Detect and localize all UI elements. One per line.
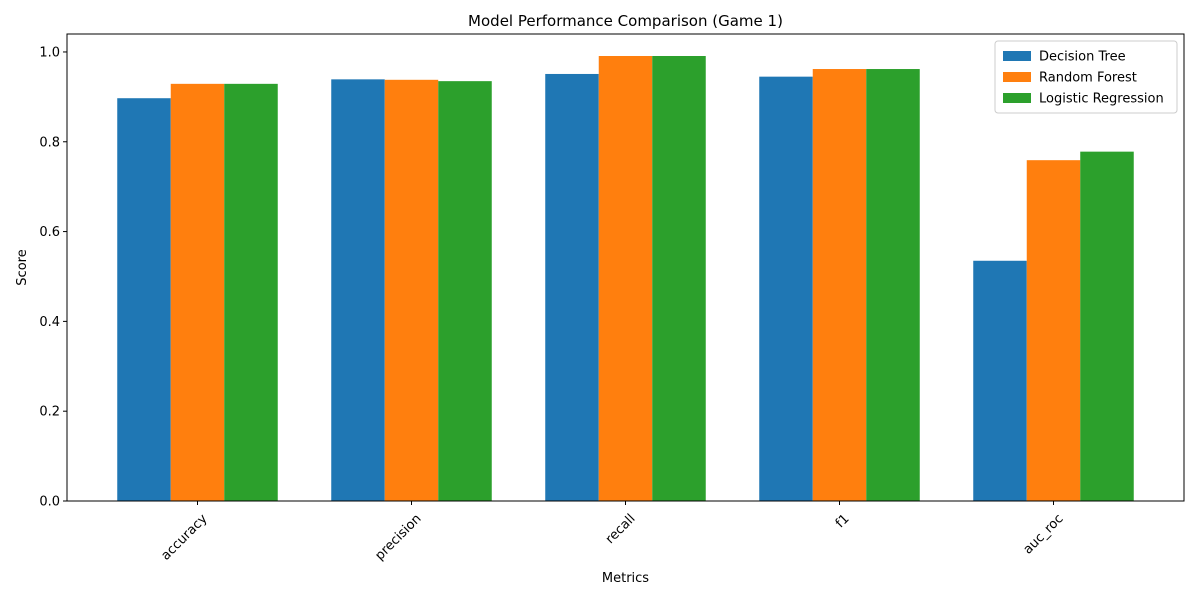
y-tick-label: 0.4	[39, 315, 60, 330]
x-axis: accuracy precision recall f1 auc_roc	[158, 501, 1067, 564]
bar-logistic-regression-f1	[866, 69, 920, 501]
y-axis-label: Score	[15, 249, 30, 285]
y-tick-label: 0.6	[39, 225, 60, 240]
bar-decision-tree-precision	[331, 79, 385, 501]
bar-random-forest-auc-roc	[1026, 160, 1081, 501]
bar-decision-tree-accuracy	[117, 98, 171, 502]
y-tick-label: 0.2	[39, 405, 60, 420]
legend-swatch	[1003, 93, 1031, 103]
bar-logistic-regression-recall	[652, 56, 706, 501]
chart-title: Model Performance Comparison (Game 1)	[468, 12, 783, 30]
y-tick-label: 1.0	[39, 45, 60, 60]
x-axis-label: Metrics	[602, 571, 649, 586]
legend-swatch	[1003, 51, 1031, 61]
bar-random-forest-accuracy	[170, 83, 225, 501]
legend: Decision Tree Random Forest Logistic Regre…	[994, 40, 1178, 114]
y-axis: 0.0 0.2 0.4 0.6 0.8 1.0	[39, 45, 67, 510]
x-tick-label: f1	[833, 511, 853, 531]
plot-frame	[66, 33, 1185, 502]
bar-random-forest-f1	[812, 69, 867, 501]
x-tick-label: auc_roc	[1021, 511, 1067, 557]
legend-box	[994, 40, 1178, 114]
bar-logistic-regression-auc-roc	[1080, 151, 1134, 501]
x-tick-label: precision	[372, 511, 424, 563]
bar-logistic-regression-accuracy	[224, 83, 278, 501]
bar-random-forest-recall	[598, 56, 653, 501]
bars-layer	[117, 56, 1134, 502]
bar-random-forest-precision	[384, 79, 439, 502]
y-tick-label: 0.8	[39, 135, 60, 150]
bar-decision-tree-f1	[759, 76, 813, 501]
bar-logistic-regression-precision	[438, 81, 492, 502]
y-tick-label: 0.0	[39, 495, 60, 510]
x-tick-label: recall	[603, 511, 639, 547]
legend-swatch	[1003, 72, 1031, 82]
bar-decision-tree-recall	[545, 73, 599, 502]
legend-label: Logistic Regression	[1039, 92, 1164, 107]
x-tick-label: accuracy	[158, 511, 210, 563]
bar-decision-tree-auc-roc	[973, 260, 1027, 501]
legend-label: Random Forest	[1039, 71, 1137, 86]
legend-label: Decision Tree	[1039, 50, 1126, 65]
